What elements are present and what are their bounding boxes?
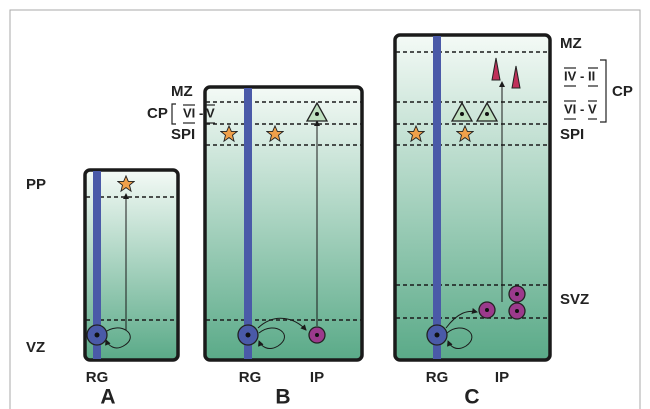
zone-label: MZ (560, 35, 582, 52)
panel-b: MZ CP VI - V SPI RG IP B (147, 83, 364, 409)
layer-sep: - (580, 68, 584, 83)
panel-letter: C (464, 386, 479, 409)
layer-sep: - (199, 105, 203, 120)
panel-letter: A (100, 386, 115, 409)
cell-label: IP (495, 369, 509, 386)
panel-c: MZ IV - II VI - V CP SPI SVZ RG IP C (393, 33, 633, 409)
layer-sep: - (580, 101, 584, 116)
zone-label: SPI (171, 126, 195, 143)
zone-label: MZ (171, 83, 193, 100)
cell-label: RG (86, 369, 109, 386)
zone-label: PP (26, 176, 46, 193)
panel-letter: B (275, 386, 290, 409)
cell-label: RG (426, 369, 449, 386)
panel-a: PP VZ RG A (26, 168, 180, 409)
frame (9, 9, 641, 409)
cell-label: IP (310, 369, 324, 386)
zone-label: SVZ (560, 291, 589, 308)
zone-label: VZ (26, 339, 45, 356)
layer-label: II (588, 68, 595, 83)
zone-label: CP (612, 83, 633, 100)
layer-label: VI (183, 105, 195, 120)
zone-label: CP (147, 105, 168, 122)
layer-label: IV (564, 68, 577, 83)
cell-label: RG (239, 369, 262, 386)
layer-label: VI (564, 101, 576, 116)
layer-label: V (206, 105, 215, 120)
zone-label: SPI (560, 126, 584, 143)
layer-label: V (588, 101, 597, 116)
